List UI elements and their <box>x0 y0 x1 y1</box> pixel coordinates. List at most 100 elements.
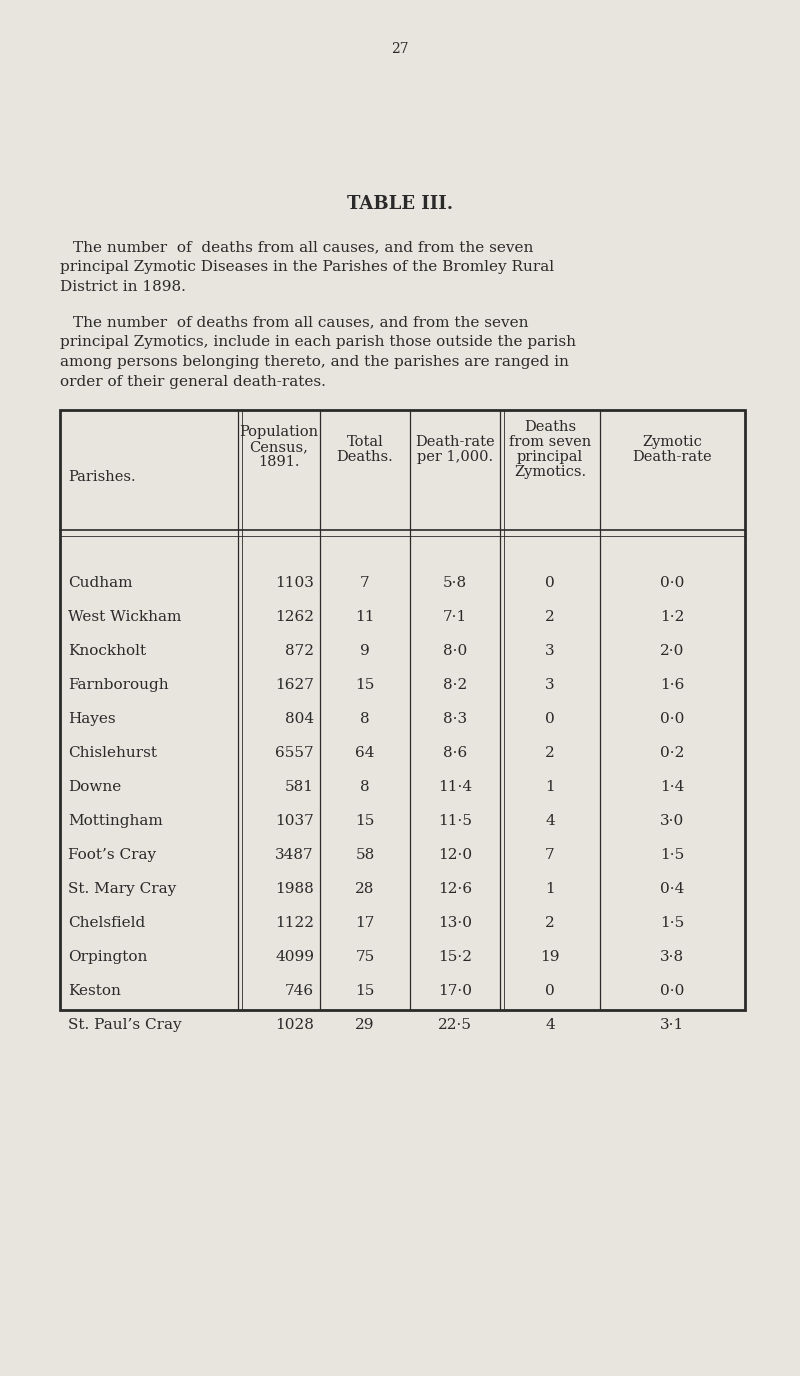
Text: 15: 15 <box>355 678 374 692</box>
Text: 0·2: 0·2 <box>660 746 684 760</box>
Text: Downe: Downe <box>68 780 122 794</box>
Text: West Wickham: West Wickham <box>68 610 182 623</box>
Text: from seven: from seven <box>509 435 591 449</box>
Text: Keston: Keston <box>68 984 121 998</box>
Text: 7: 7 <box>545 848 555 861</box>
Text: Death-rate: Death-rate <box>415 435 495 449</box>
Text: 8·3: 8·3 <box>443 711 467 727</box>
Text: 15: 15 <box>355 815 374 828</box>
Text: Knockholt: Knockholt <box>68 644 146 658</box>
Text: 8·6: 8·6 <box>443 746 467 760</box>
Text: Zymotics.: Zymotics. <box>514 465 586 479</box>
Text: 2·0: 2·0 <box>660 644 684 658</box>
Text: 1627: 1627 <box>275 678 314 692</box>
Text: TABLE III.: TABLE III. <box>347 195 453 213</box>
Text: 64: 64 <box>355 746 374 760</box>
Text: 3·1: 3·1 <box>660 1018 684 1032</box>
Text: 1988: 1988 <box>275 882 314 896</box>
Text: 13·0: 13·0 <box>438 916 472 930</box>
Text: 746: 746 <box>285 984 314 998</box>
Text: 11·4: 11·4 <box>438 780 472 794</box>
Text: 8·2: 8·2 <box>443 678 467 692</box>
Text: 6557: 6557 <box>275 746 314 760</box>
Text: 75: 75 <box>355 949 374 965</box>
Text: 0: 0 <box>545 984 555 998</box>
Text: The number  of  deaths from all causes, and from the seven: The number of deaths from all causes, an… <box>73 239 534 255</box>
Text: 3487: 3487 <box>275 848 314 861</box>
Text: 29: 29 <box>355 1018 374 1032</box>
Text: Farnborough: Farnborough <box>68 678 169 692</box>
Text: 1·5: 1·5 <box>660 848 684 861</box>
Text: 7: 7 <box>360 577 370 590</box>
Text: Census,: Census, <box>250 440 309 454</box>
Text: principal: principal <box>517 450 583 464</box>
Text: Total: Total <box>346 435 383 449</box>
Text: 4: 4 <box>545 815 555 828</box>
Text: 1891.: 1891. <box>258 455 300 469</box>
Text: 3: 3 <box>545 678 555 692</box>
Text: 9: 9 <box>360 644 370 658</box>
Text: Parishes.: Parishes. <box>68 471 136 484</box>
Text: 17·0: 17·0 <box>438 984 472 998</box>
Text: 872: 872 <box>285 644 314 658</box>
Text: 1103: 1103 <box>275 577 314 590</box>
Text: Deaths.: Deaths. <box>337 450 394 464</box>
Text: principal Zymotics, include in each parish those outside the parish: principal Zymotics, include in each pari… <box>60 334 576 350</box>
Text: 1·5: 1·5 <box>660 916 684 930</box>
Text: 8: 8 <box>360 780 370 794</box>
Bar <box>60 410 745 1010</box>
Text: 19: 19 <box>540 949 560 965</box>
Text: St. Mary Cray: St. Mary Cray <box>68 882 176 896</box>
Text: 8·0: 8·0 <box>443 644 467 658</box>
Text: 581: 581 <box>285 780 314 794</box>
Text: Deaths: Deaths <box>524 420 576 433</box>
Text: St. Paul’s Cray: St. Paul’s Cray <box>68 1018 182 1032</box>
Text: 1: 1 <box>545 882 555 896</box>
Text: 12·6: 12·6 <box>438 882 472 896</box>
Text: 4: 4 <box>545 1018 555 1032</box>
Text: 5·8: 5·8 <box>443 577 467 590</box>
Text: 15: 15 <box>355 984 374 998</box>
Text: Mottingham: Mottingham <box>68 815 162 828</box>
Text: 1·6: 1·6 <box>660 678 684 692</box>
Text: 3: 3 <box>545 644 555 658</box>
Text: Chislehurst: Chislehurst <box>68 746 157 760</box>
Text: 3·8: 3·8 <box>660 949 684 965</box>
Text: 1262: 1262 <box>275 610 314 623</box>
Text: Zymotic: Zymotic <box>642 435 702 449</box>
Text: Hayes: Hayes <box>68 711 116 727</box>
Text: 11·5: 11·5 <box>438 815 472 828</box>
Text: order of their general death-rates.: order of their general death-rates. <box>60 376 326 389</box>
Text: 22·5: 22·5 <box>438 1018 472 1032</box>
Text: 0·0: 0·0 <box>660 711 684 727</box>
Text: 0·4: 0·4 <box>660 882 684 896</box>
Text: 28: 28 <box>355 882 374 896</box>
Text: 27: 27 <box>391 43 409 56</box>
Text: Death-rate: Death-rate <box>632 450 712 464</box>
Text: principal Zymotic Diseases in the Parishes of the Bromley Rural: principal Zymotic Diseases in the Parish… <box>60 260 554 274</box>
Text: 58: 58 <box>355 848 374 861</box>
Text: Orpington: Orpington <box>68 949 147 965</box>
Text: per 1,000.: per 1,000. <box>417 450 493 464</box>
Text: 3·0: 3·0 <box>660 815 684 828</box>
Text: Foot’s Cray: Foot’s Cray <box>68 848 156 861</box>
Text: 2: 2 <box>545 610 555 623</box>
Text: 0·0: 0·0 <box>660 577 684 590</box>
Text: 1122: 1122 <box>275 916 314 930</box>
Text: 0·0: 0·0 <box>660 984 684 998</box>
Text: Chelsfield: Chelsfield <box>68 916 146 930</box>
Text: 2: 2 <box>545 746 555 760</box>
Text: Cudham: Cudham <box>68 577 133 590</box>
Text: 0: 0 <box>545 711 555 727</box>
Text: 1: 1 <box>545 780 555 794</box>
Text: 7·1: 7·1 <box>443 610 467 623</box>
Text: Population: Population <box>239 425 318 439</box>
Text: 8: 8 <box>360 711 370 727</box>
Text: 1037: 1037 <box>275 815 314 828</box>
Text: among persons belonging thereto, and the parishes are ranged in: among persons belonging thereto, and the… <box>60 355 569 369</box>
Text: 17: 17 <box>355 916 374 930</box>
Text: 11: 11 <box>355 610 374 623</box>
Text: 1·4: 1·4 <box>660 780 684 794</box>
Text: 1·2: 1·2 <box>660 610 684 623</box>
Text: The number  of deaths from all causes, and from the seven: The number of deaths from all causes, an… <box>73 315 529 329</box>
